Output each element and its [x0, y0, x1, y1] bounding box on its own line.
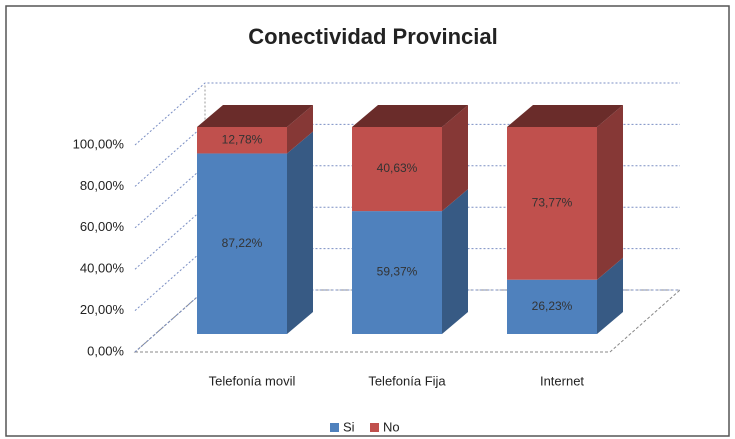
- bar-side: [287, 105, 313, 154]
- floor: [133, 289, 682, 353]
- grid-line: [134, 82, 680, 146]
- x-tick-label: Telefonía movil: [209, 373, 296, 388]
- bar-top: [507, 105, 623, 127]
- legend-label: Si: [343, 419, 355, 434]
- chart-title: Conectividad Provincial: [248, 24, 497, 49]
- legend-label: No: [383, 419, 400, 434]
- bar-side: [597, 105, 623, 280]
- value-label: 12,78%: [222, 132, 263, 146]
- y-tick-label: 60,00%: [80, 219, 125, 234]
- bar-segment: [352, 127, 442, 212]
- bar-top: [197, 105, 313, 127]
- y-tick-label: 40,00%: [80, 261, 125, 276]
- bar-top: [352, 105, 468, 127]
- bar-segment: [197, 153, 287, 334]
- bar-segment: [197, 127, 287, 154]
- value-label: 87,22%: [222, 236, 263, 250]
- x-tick-label: Internet: [540, 373, 584, 388]
- bar-side: [287, 131, 313, 334]
- value-label: 40,63%: [377, 161, 418, 175]
- bar-segment: [507, 127, 597, 280]
- value-label: 26,23%: [532, 299, 573, 313]
- bar-side: [597, 257, 623, 334]
- bar-segment: [507, 279, 597, 334]
- bar-side: [442, 189, 468, 334]
- legend-swatch: [330, 423, 339, 432]
- x-tick-label: Telefonía Fija: [368, 373, 446, 388]
- y-tick-label: 20,00%: [80, 302, 125, 317]
- y-tick-label: 0,00%: [87, 343, 124, 358]
- value-label: 73,77%: [532, 196, 573, 210]
- legend-swatch: [370, 423, 379, 432]
- y-tick-label: 100,00%: [73, 136, 125, 151]
- value-label: 59,37%: [377, 265, 418, 279]
- bar-side: [442, 105, 468, 212]
- y-tick-label: 80,00%: [80, 178, 125, 193]
- bar-segment: [352, 211, 442, 334]
